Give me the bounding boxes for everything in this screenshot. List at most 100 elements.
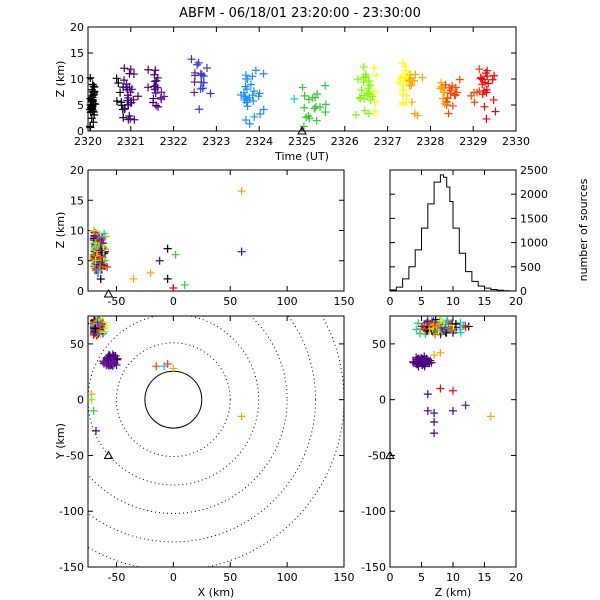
source-point — [490, 71, 499, 80]
source-point — [197, 70, 206, 79]
source-point — [423, 406, 432, 415]
source-point — [480, 78, 489, 87]
source-point — [304, 112, 313, 121]
source-point — [430, 429, 439, 438]
x-tick-label: 50 — [223, 295, 237, 308]
source-point — [93, 318, 102, 327]
source-point — [353, 75, 362, 84]
source-point — [372, 71, 381, 80]
x-tick-label: 100 — [277, 295, 298, 308]
source-point — [394, 78, 403, 87]
source-point — [436, 384, 445, 393]
source-point — [190, 88, 199, 97]
source-point — [430, 417, 439, 426]
y-tick-label: 20 — [70, 164, 84, 177]
plan-view-yticks: -150 -100 -50 0 50 — [59, 338, 344, 574]
source-point — [152, 362, 161, 371]
time-height-panel: 2320 2321 2322 2323 2324 2325 2326 2327 2328 2329… — [54, 21, 530, 163]
y-tick-label: 50 — [372, 338, 386, 351]
x-tick-label: 10 — [446, 295, 460, 308]
source-point — [154, 102, 163, 111]
source-point — [193, 60, 202, 69]
y-tick-label: -50 — [66, 449, 84, 462]
source-point — [445, 83, 454, 92]
x-tick-label: 2325 — [288, 135, 316, 148]
source-point — [412, 360, 421, 369]
source-point — [240, 92, 249, 101]
y-tick-label: 2000 — [520, 188, 548, 201]
source-point — [245, 119, 254, 128]
source-point — [180, 280, 189, 289]
source-point — [103, 262, 112, 271]
source-point — [247, 80, 256, 89]
source-point — [352, 110, 361, 119]
y-tick-label: 0 — [77, 285, 84, 298]
x-tick-label: 2328 — [416, 135, 444, 148]
source-point — [480, 102, 489, 111]
source-point — [290, 94, 299, 103]
source-point — [440, 99, 449, 108]
source-point — [88, 102, 97, 111]
time-height-yticks: 0 5 10 15 20 — [70, 21, 516, 138]
source-point — [430, 409, 439, 418]
source-point — [89, 88, 98, 97]
source-point — [91, 324, 100, 333]
plan-view-frame — [87, 315, 345, 568]
time-height-ylabel: Z (km) — [54, 61, 67, 98]
source-point — [152, 101, 161, 110]
x-tick-label: -50 — [107, 295, 125, 308]
x-tick-label: 20 — [509, 295, 523, 308]
y-tick-label: 5 — [77, 255, 84, 268]
x-tick-label: 5 — [418, 571, 425, 584]
source-point — [249, 97, 258, 106]
source-point — [241, 71, 250, 80]
source-point — [407, 81, 416, 90]
source-point — [120, 64, 129, 73]
source-point — [156, 93, 165, 102]
source-point — [89, 406, 98, 415]
source-point — [96, 246, 105, 255]
source-point — [402, 91, 411, 100]
source-point — [129, 70, 138, 79]
y-tick-label: 5 — [77, 99, 84, 112]
histogram-ylabel: number of sources — [577, 178, 590, 281]
source-point — [112, 97, 121, 106]
source-point — [300, 91, 309, 100]
source-point — [254, 92, 263, 101]
source-point — [412, 325, 421, 334]
source-point — [437, 323, 446, 332]
x-tick-label: 0 — [170, 571, 177, 584]
source-point — [95, 265, 104, 274]
source-point — [476, 73, 485, 82]
source-point — [251, 66, 260, 75]
source-point — [248, 91, 257, 100]
range-ring — [115, 342, 231, 458]
source-point — [475, 65, 484, 74]
source-point — [113, 355, 122, 364]
source-point — [411, 70, 420, 79]
source-point — [483, 72, 492, 81]
source-point — [151, 66, 160, 75]
source-point — [237, 412, 246, 421]
x-tick-label: 2326 — [331, 135, 359, 148]
x-height-xticks: -50 0 50 100 150 — [107, 170, 355, 308]
x-tick-label: 2322 — [160, 135, 188, 148]
source-point — [134, 92, 143, 101]
source-point — [400, 81, 409, 90]
x-tick-label: 150 — [334, 571, 355, 584]
source-point — [370, 87, 379, 96]
range-ring — [88, 316, 260, 486]
source-point — [449, 386, 457, 395]
histogram-yticks: 0 500 1000 1500 2000 2500 — [390, 164, 548, 298]
source-point — [125, 112, 134, 121]
source-point — [195, 105, 204, 114]
station-marker — [385, 450, 395, 459]
source-point — [366, 81, 375, 90]
source-point — [241, 115, 250, 124]
height-y-xticks: 0 5 10 15 20 — [387, 316, 523, 584]
source-point — [371, 98, 380, 107]
x-tick-label: 0 — [387, 571, 394, 584]
source-point — [163, 244, 172, 253]
source-point — [368, 92, 377, 101]
